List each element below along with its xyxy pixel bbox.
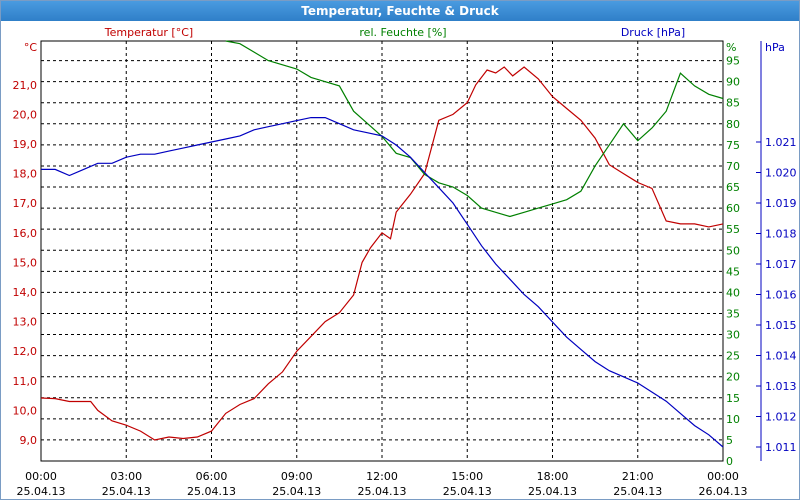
pressure-tick-label: 1.021 [765, 136, 797, 149]
x-tick-time: 09:00 [281, 470, 313, 483]
x-tick-date: 25.04.13 [443, 485, 492, 498]
temperature-series-line [40, 66, 724, 441]
x-tick-date: 25.04.13 [272, 485, 321, 498]
humidity-tick-label: 50 [726, 244, 740, 257]
x-tick-time: 03:00 [110, 470, 142, 483]
pressure-tick-label: 1.013 [765, 380, 797, 393]
pressure-tick-label: 1.016 [765, 289, 797, 302]
humidity-axis-title: rel. Feuchte [%] [359, 26, 446, 39]
pressure-tick-label: 1.017 [765, 258, 797, 271]
humidity-tick-label: 80 [726, 118, 740, 131]
humidity-tick-label: 10 [726, 413, 740, 426]
x-tick-time: 12:00 [366, 470, 398, 483]
x-tick-date: 25.04.13 [528, 485, 577, 498]
humidity-tick-label: 75 [726, 139, 740, 152]
temperature-tick-label: 20,0 [13, 108, 38, 121]
pressure-unit-label: hPa [765, 41, 785, 54]
humidity-tick-label: 30 [726, 329, 740, 342]
humidity-tick-label: 35 [726, 307, 740, 320]
x-tick-time: 21:00 [622, 470, 654, 483]
pressure-axis-title: Druck [hPa] [621, 26, 685, 39]
x-tick-time: 18:00 [537, 470, 569, 483]
humidity-tick-label: 0 [726, 455, 733, 468]
temperature-tick-label: 13,0 [13, 316, 38, 329]
humidity-tick-label: 85 [726, 97, 740, 110]
temperature-tick-label: 15,0 [13, 256, 38, 269]
temperature-tick-label: 19,0 [13, 138, 38, 151]
x-tick-date: 25.04.13 [17, 485, 66, 498]
x-tick-time: 00:00 [707, 470, 739, 483]
temperature-tick-label: 10,0 [13, 404, 38, 417]
pressure-tick-label: 1.020 [765, 167, 797, 180]
humidity-tick-label: 40 [726, 286, 740, 299]
humidity-tick-label: 5 [726, 434, 733, 447]
x-tick-date: 25.04.13 [187, 485, 236, 498]
pressure-tick-label: 1.011 [765, 441, 797, 454]
pressure-tick-label: 1.015 [765, 319, 797, 332]
humidity-tick-label: 20 [726, 371, 740, 384]
x-tick-date: 25.04.13 [358, 485, 407, 498]
humidity-tick-label: 15 [726, 392, 740, 405]
temperature-tick-label: 17,0 [13, 197, 38, 210]
x-tick-time: 06:00 [196, 470, 228, 483]
temperature-tick-label: 18,0 [13, 168, 38, 181]
humidity-tick-label: 95 [726, 55, 740, 68]
temperature-tick-label: 12,0 [13, 345, 38, 358]
humidity-tick-label: 60 [726, 202, 740, 215]
window-title: Temperatur, Feuchte & Druck [1, 1, 799, 21]
pressure-tick-label: 1.018 [765, 228, 797, 241]
temperature-axis-title: Temperatur [°C] [104, 26, 193, 39]
x-tick-date: 25.04.13 [613, 485, 662, 498]
temperature-tick-label: 11,0 [13, 375, 38, 388]
pressure-tick-label: 1.012 [765, 411, 797, 424]
temperature-tick-label: 9,0 [20, 434, 38, 447]
humidity-series-line [225, 40, 724, 218]
temperature-tick-label: 16,0 [13, 227, 38, 240]
humidity-unit-label: % [726, 41, 736, 54]
humidity-tick-label: 90 [726, 76, 740, 89]
humidity-tick-label: 45 [726, 265, 740, 278]
x-tick-time: 15:00 [451, 470, 483, 483]
humidity-tick-label: 55 [726, 223, 740, 236]
pressure-tick-label: 1.014 [765, 350, 797, 363]
temperature-unit-label: °C [24, 41, 38, 54]
temperature-tick-label: 21,0 [13, 79, 38, 92]
x-tick-date: 26.04.13 [699, 485, 748, 498]
pressure-tick-label: 1.019 [765, 197, 797, 210]
x-tick-time: 00:00 [25, 470, 57, 483]
humidity-tick-label: 25 [726, 350, 740, 363]
humidity-tick-label: 70 [726, 160, 740, 173]
temperature-tick-label: 14,0 [13, 286, 38, 299]
pressure-series-line [41, 116, 724, 448]
humidity-tick-label: 65 [726, 181, 740, 194]
x-tick-date: 25.04.13 [102, 485, 151, 498]
